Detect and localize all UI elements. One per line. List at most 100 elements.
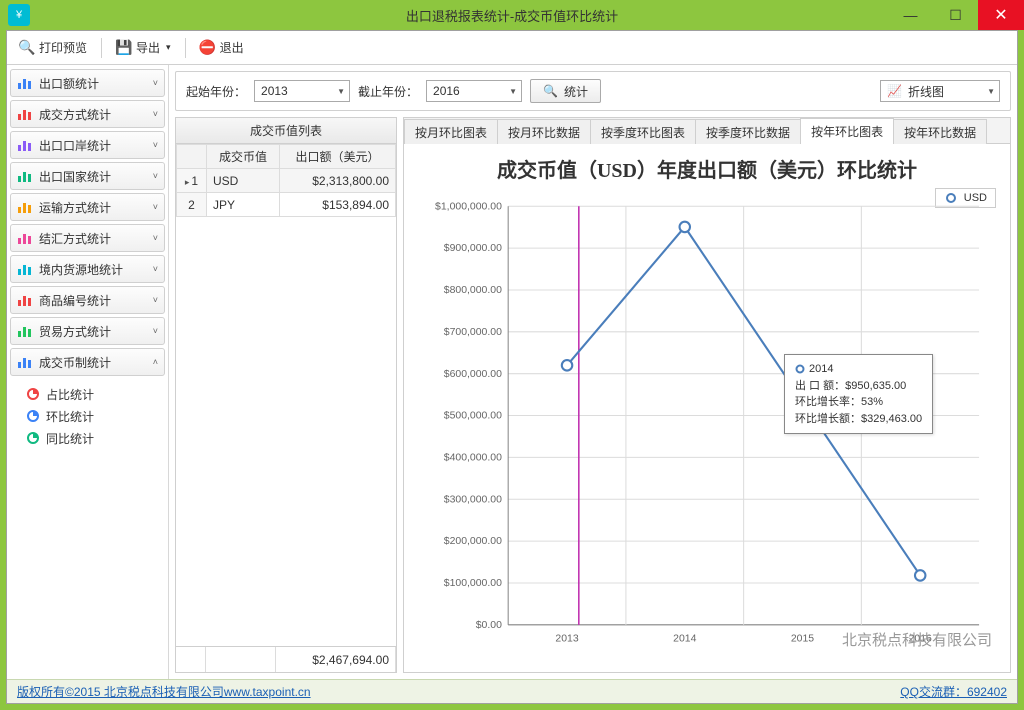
- tab[interactable]: 按月环比图表: [404, 119, 498, 144]
- save-icon: 💾: [116, 40, 132, 56]
- exit-button[interactable]: ⛔ 退出: [194, 36, 250, 59]
- window-title: 出口退税报表统计-成交币值环比统计: [406, 6, 618, 25]
- stat-icon: [17, 76, 33, 90]
- chart-area: 成交币值（USD）年度出口额（美元）环比统计 USD $0.00$100,000…: [404, 144, 1010, 672]
- line-chart-icon: 📈: [887, 84, 902, 98]
- filter-bar: 起始年份： 2013 截止年份： 2016 🔍 统计 📈 折线图: [175, 71, 1011, 111]
- chevron-icon: ˅: [153, 140, 158, 150]
- svg-text:$100,000.00: $100,000.00: [444, 578, 502, 589]
- chart-type-select[interactable]: 📈 折线图: [880, 80, 1000, 102]
- stat-icon: [17, 324, 33, 338]
- magnifier-icon: 🔍: [543, 84, 558, 98]
- titlebar: ¥ 出口退税报表统计-成交币值环比统计 — ☐ ✕: [0, 0, 1024, 30]
- sidebar-item[interactable]: 成交币制统计˄: [10, 348, 165, 376]
- chart-icon: [26, 387, 40, 401]
- chevron-icon: ˄: [153, 357, 158, 367]
- sidebar-item[interactable]: 出口国家统计˅: [10, 162, 165, 190]
- column-header[interactable]: 出口额（美元）: [279, 145, 395, 169]
- start-year-select[interactable]: 2013: [254, 80, 350, 102]
- sidebar-item[interactable]: 出口口岸统计˅: [10, 131, 165, 159]
- tab[interactable]: 按年环比数据: [893, 119, 987, 144]
- stat-button[interactable]: 🔍 统计: [530, 79, 601, 103]
- table-row[interactable]: 1USD$2,313,800.00: [177, 169, 396, 193]
- magnifier-icon: 🔍: [19, 40, 35, 56]
- svg-text:$400,000.00: $400,000.00: [444, 453, 502, 464]
- minimize-button[interactable]: —: [888, 0, 933, 30]
- currency-table: 成交币值 出口额（美元） 1USD$2,313,800.002JPY$153,8…: [176, 144, 396, 646]
- sidebar-item[interactable]: 运输方式统计˅: [10, 193, 165, 221]
- sidebar-item[interactable]: 境内货源地统计˅: [10, 255, 165, 283]
- watermark: 北京税点科技有限公司: [842, 629, 992, 650]
- sidebar-item[interactable]: 贸易方式统计˅: [10, 317, 165, 345]
- chevron-icon: ˅: [153, 171, 158, 181]
- sidebar: 出口额统计˅ 成交方式统计˅ 出口口岸统计˅ 出口国家统计˅ 运输方式统计˅ 结汇方式统计…: [7, 65, 169, 679]
- tab[interactable]: 按季度环比数据: [695, 119, 801, 144]
- chevron-icon: ˅: [153, 202, 158, 212]
- stat-icon: [17, 231, 33, 245]
- table-title: 成交币值列表: [176, 118, 396, 144]
- chevron-icon: ˅: [153, 295, 158, 305]
- stat-icon: [17, 169, 33, 183]
- start-year-label: 起始年份：: [186, 83, 246, 100]
- separator: [185, 38, 186, 58]
- toolbar-label: 打印预览: [39, 39, 87, 56]
- end-year-select[interactable]: 2016: [426, 80, 522, 102]
- sidebar-item[interactable]: 成交方式统计˅: [10, 100, 165, 128]
- row-number-header: [177, 145, 207, 169]
- chart-title: 成交币值（USD）年度出口额（美元）环比统计: [414, 154, 1000, 183]
- chevron-icon: ˅: [153, 109, 158, 119]
- export-button[interactable]: 💾 导出 ▾: [110, 36, 177, 59]
- sidebar-item[interactable]: 结汇方式统计˅: [10, 224, 165, 252]
- print-preview-button[interactable]: 🔍 打印预览: [13, 36, 93, 59]
- chevron-icon: ˅: [153, 233, 158, 243]
- status-bar: 版权所有©2015 北京税点科技有限公司www.taxpoint.cn QQ交流…: [7, 679, 1017, 703]
- dropdown-icon: ▾: [166, 42, 171, 53]
- qq-group-link[interactable]: QQ交流群：692402: [900, 685, 1007, 699]
- svg-text:2014: 2014: [673, 634, 696, 645]
- svg-text:$800,000.00: $800,000.00: [444, 285, 502, 296]
- svg-text:2015: 2015: [791, 634, 814, 645]
- chart-icon: [26, 431, 40, 445]
- tab[interactable]: 按季度环比图表: [590, 119, 696, 144]
- chart-tooltip: 2014 出 口 额：$950,635.00 环比增长率：53% 环比增长额：$…: [784, 354, 933, 434]
- separator: [101, 38, 102, 58]
- column-header[interactable]: 成交币值: [207, 145, 280, 169]
- chart-pane: 按月环比图表按月环比数据按季度环比图表按季度环比数据按年环比图表按年环比数据 成…: [403, 117, 1011, 673]
- exit-icon: ⛔: [200, 40, 216, 56]
- currency-table-pane: 成交币值列表 成交币值 出口额（美元） 1USD$2,313,800.002JP…: [175, 117, 397, 673]
- svg-text:$1,000,000.00: $1,000,000.00: [435, 201, 502, 212]
- sidebar-item[interactable]: 出口额统计˅: [10, 69, 165, 97]
- svg-text:$900,000.00: $900,000.00: [444, 243, 502, 254]
- maximize-button[interactable]: ☐: [933, 0, 978, 30]
- chevron-icon: ˅: [153, 264, 158, 274]
- stat-icon: [17, 107, 33, 121]
- chevron-icon: ˅: [153, 326, 158, 336]
- end-year-label: 截止年份：: [358, 83, 418, 100]
- stat-icon: [17, 293, 33, 307]
- toolbar-label: 退出: [220, 39, 244, 56]
- chart-icon: [26, 409, 40, 423]
- svg-text:$700,000.00: $700,000.00: [444, 327, 502, 338]
- svg-text:$300,000.00: $300,000.00: [444, 494, 502, 505]
- chevron-icon: ˅: [153, 78, 158, 88]
- chart-tabs: 按月环比图表按月环比数据按季度环比图表按季度环比数据按年环比图表按年环比数据: [404, 118, 1010, 144]
- sidebar-leaf[interactable]: 占比统计: [20, 383, 161, 405]
- copyright-link[interactable]: 版权所有©2015 北京税点科技有限公司www.taxpoint.cn: [17, 683, 311, 700]
- table-footer: $2,467,694.00: [176, 646, 396, 672]
- stat-icon: [17, 355, 33, 369]
- tab[interactable]: 按年环比图表: [800, 118, 894, 144]
- svg-text:$200,000.00: $200,000.00: [444, 536, 502, 547]
- stat-icon: [17, 138, 33, 152]
- toolbar-label: 导出: [136, 39, 160, 56]
- close-button[interactable]: ✕: [978, 0, 1024, 30]
- stat-icon: [17, 200, 33, 214]
- sidebar-leaf[interactable]: 环比统计: [20, 405, 161, 427]
- svg-text:$600,000.00: $600,000.00: [444, 369, 502, 380]
- tab[interactable]: 按月环比数据: [497, 119, 591, 144]
- total-value: $2,467,694.00: [276, 647, 396, 672]
- svg-text:$0.00: $0.00: [476, 620, 502, 631]
- sidebar-item[interactable]: 商品编号统计˅: [10, 286, 165, 314]
- svg-text:$500,000.00: $500,000.00: [444, 411, 502, 422]
- sidebar-leaf[interactable]: 同比统计: [20, 427, 161, 449]
- table-row[interactable]: 2JPY$153,894.00: [177, 193, 396, 217]
